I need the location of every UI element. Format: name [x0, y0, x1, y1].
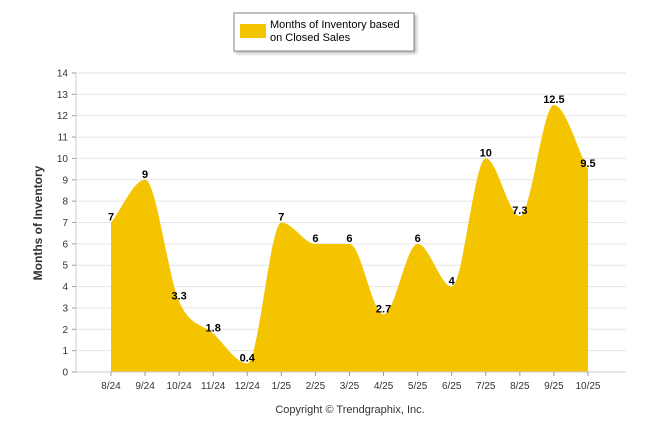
- y-axis-title: Months of Inventory: [31, 165, 45, 280]
- data-labels: 7 9 3.3 1.8 0.4 7 6 6 2.7 6 4 10 7.3 12.5 9.5: [108, 94, 596, 364]
- data-label: 1.8: [206, 323, 221, 335]
- x-tick-label: 9/24: [135, 381, 155, 392]
- x-axis: 8/24 9/24 10/24 11/24 12/24 1/25 2/25 3/25 4/25 5…: [76, 371, 626, 392]
- data-label: 9.5: [580, 158, 595, 170]
- copyright-text: Copyright © Trendgraphix, Inc.: [275, 404, 424, 416]
- y-tick-label: 6: [62, 239, 68, 250]
- x-tick-label: 9/25: [544, 381, 564, 392]
- series-area-fill: [111, 105, 588, 372]
- y-tick-label: 10: [57, 154, 69, 165]
- y-tick-label: 0: [62, 368, 68, 379]
- data-label: 12.5: [543, 94, 564, 106]
- x-tick-label: 5/25: [408, 381, 428, 392]
- x-tick-label: 2/25: [306, 381, 326, 392]
- x-tick-label: 8/25: [510, 381, 530, 392]
- data-label: 7: [108, 212, 114, 224]
- y-tick-label: 11: [58, 133, 69, 144]
- data-label: 7: [278, 212, 284, 224]
- y-tick-label: 3: [62, 303, 68, 314]
- y-tick-label: 14: [57, 69, 69, 80]
- y-tick-label: 4: [62, 282, 68, 293]
- x-tick-label: 6/25: [442, 381, 462, 392]
- x-tick-label: 10/24: [167, 381, 192, 392]
- legend-swatch: [240, 24, 266, 38]
- x-tick-label: 10/25: [575, 381, 600, 392]
- legend-label-line1: Months of Inventory based: [270, 19, 400, 31]
- data-label: 2.7: [376, 303, 391, 315]
- y-tick-label: 8: [62, 197, 68, 208]
- y-tick-label: 13: [57, 90, 69, 101]
- data-label: 7.3: [512, 205, 527, 217]
- x-tick-label: 4/25: [374, 381, 394, 392]
- data-label: 10: [480, 147, 492, 159]
- data-label: 0.4: [240, 352, 256, 364]
- y-tick-label: 7: [62, 218, 68, 229]
- data-label: 9: [142, 169, 148, 181]
- y-tick-label: 12: [57, 111, 69, 122]
- data-label: 6: [312, 233, 318, 245]
- series-area: [110, 105, 588, 372]
- data-label: 6: [346, 233, 352, 245]
- x-tick-label: 3/25: [340, 381, 360, 392]
- y-tick-label: 1: [62, 346, 68, 357]
- x-tick-label: 1/25: [272, 381, 292, 392]
- x-tick-label: 11/24: [201, 381, 226, 392]
- legend-label-line2: on Closed Sales: [270, 32, 351, 44]
- legend: Months of Inventory based on Closed Sale…: [233, 12, 415, 52]
- data-label: 4: [449, 276, 456, 288]
- y-tick-label: 2: [62, 325, 68, 336]
- x-tick-label: 8/24: [101, 381, 121, 392]
- y-tick-label: 9: [62, 175, 68, 186]
- y-tick-label: 5: [62, 261, 68, 272]
- x-tick-label: 7/25: [476, 381, 496, 392]
- x-tick-label: 12/24: [235, 381, 260, 392]
- data-label: 6: [415, 233, 421, 245]
- data-label: 3.3: [171, 291, 186, 303]
